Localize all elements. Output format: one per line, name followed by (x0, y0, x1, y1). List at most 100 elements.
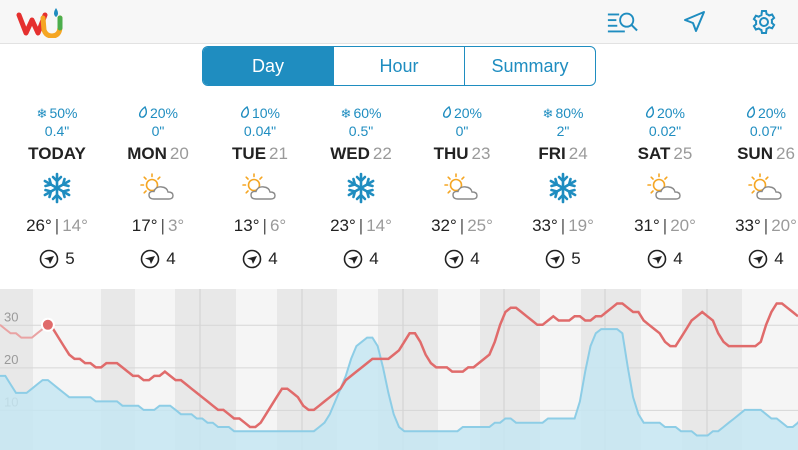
view-tabs: Day Hour Summary (202, 46, 596, 86)
tab-hour[interactable]: Hour (334, 47, 465, 85)
precip-chance: 20% (108, 104, 208, 122)
location-arrow-icon[interactable] (678, 8, 710, 36)
wind: 4 (210, 246, 310, 272)
day-number: 25 (673, 144, 693, 163)
day-number: 24 (568, 144, 588, 163)
precip-chance: ❄ 50% (7, 104, 107, 122)
day-name: SUN (737, 144, 773, 163)
high-temp: 33° (532, 216, 558, 235)
wind-direction-icon (444, 249, 464, 269)
forecast-chart: 302010 (0, 289, 798, 450)
day-label: WED 22 (311, 142, 411, 166)
day-label: SUN 26 (716, 142, 798, 166)
precip-percent: 80% (555, 105, 584, 121)
partly-cloudy-icon (210, 168, 310, 208)
snow-icon (513, 168, 613, 208)
partly-cloudy-icon (615, 168, 715, 208)
day-number: 21 (269, 144, 288, 163)
day-name: FRI (538, 144, 566, 163)
wind: 4 (108, 246, 208, 272)
partly-cloudy-icon (412, 168, 512, 208)
temp-separator: | (763, 216, 769, 235)
tab-summary[interactable]: Summary (491, 55, 569, 76)
precip-line (0, 328, 798, 437)
y-tick-label: 30 (4, 309, 18, 324)
high-temp: 13° (233, 216, 260, 235)
wind-speed: 5 (65, 249, 75, 268)
temp-separator: | (560, 216, 566, 235)
snow-icon (7, 168, 107, 208)
day-name: TUE (232, 144, 267, 163)
day-column[interactable]: 10% 0.04" TUE 21 13° | 6° 4 (210, 104, 310, 272)
wind: 4 (412, 246, 512, 272)
wind-speed: 4 (470, 249, 480, 268)
low-temp: 3° (167, 216, 185, 235)
temperature-range: 33° | 20° (716, 214, 798, 238)
day-number: 26 (775, 144, 795, 163)
wind-speed: 5 (571, 249, 581, 268)
wind-speed: 4 (673, 249, 683, 268)
raindrop-icon (645, 105, 655, 121)
precip-percent: 20% (656, 105, 686, 121)
wind-direction-icon (647, 249, 667, 269)
low-temp: 6° (269, 216, 287, 235)
low-temp: 20° (670, 216, 696, 235)
day-column[interactable]: ❄ 50% 0.4" TODAY 26° | 14° 5 (7, 104, 107, 272)
precip-percent: 50% (49, 105, 78, 121)
precip-percent: 20% (757, 105, 787, 121)
day-label: MON 20 (108, 142, 208, 166)
wind-direction-icon (140, 249, 160, 269)
low-temp: 25° (467, 216, 493, 235)
high-temp: 32° (431, 216, 457, 235)
wind: 4 (311, 246, 411, 272)
day-name: SAT (637, 144, 671, 163)
current-time-marker[interactable] (40, 317, 55, 332)
y-tick-label: 20 (4, 352, 18, 367)
day-column[interactable]: 20% 0.07" SUN 26 33° | 20° 4 (716, 104, 798, 272)
day-column[interactable]: ❄ 80% 2" FRI 24 33° | 19° 5 (513, 104, 613, 272)
precip-chance: 10% (210, 104, 310, 122)
precip-amount: 0" (455, 123, 469, 139)
tab-day[interactable]: Day (203, 47, 334, 85)
day-column[interactable]: 20% 0.02" SAT 25 31° | 20° 4 (615, 104, 715, 272)
wind-direction-icon (343, 249, 363, 269)
temperature-range: 26° | 14° (7, 214, 107, 238)
wind: 5 (7, 246, 107, 272)
wind-speed: 4 (369, 249, 379, 268)
wind-direction-icon (545, 249, 565, 269)
day-name: TODAY (28, 144, 86, 163)
precip-chance: 20% (412, 104, 512, 122)
day-label: FRI 24 (513, 142, 613, 166)
precip-chance: ❄ 80% (513, 104, 613, 122)
precip-amount: 0.02" (648, 123, 682, 139)
high-temp: 33° (735, 216, 761, 235)
day-label: TUE 21 (210, 142, 310, 166)
day-column[interactable]: ❄ 60% 0.5" WED 22 23° | 14° 4 (311, 104, 411, 272)
daily-forecast: ❄ 50% 0.4" TODAY 26° | 14° 5 20% 0" MON 20 17° | 3° 4 10… (0, 104, 798, 274)
precip-percent: 60% (353, 105, 382, 121)
day-label: TODAY (7, 142, 107, 166)
day-name: MON (127, 144, 167, 163)
low-temp: 14° (62, 216, 88, 235)
precip-amount: 0" (151, 123, 165, 139)
day-label: THU 23 (412, 142, 512, 166)
day-column[interactable]: 20% 0" THU 23 32° | 25° 4 (412, 104, 512, 272)
temperature-range: 17° | 3° (108, 214, 208, 238)
gear-icon[interactable] (748, 8, 780, 36)
temperature-line (47, 302, 798, 429)
wind: 4 (615, 246, 715, 272)
wind-speed: 4 (774, 249, 784, 268)
temperature-range: 23° | 14° (311, 214, 411, 238)
day-column[interactable]: 20% 0" MON 20 17° | 3° 4 (108, 104, 208, 272)
day-name: WED (330, 144, 370, 163)
precip-amount: 0.4" (44, 123, 70, 139)
partly-cloudy-icon (716, 168, 798, 208)
wu-logo[interactable] (16, 6, 68, 38)
snowflake-icon: ❄ (340, 106, 352, 121)
snowflake-icon: ❄ (542, 106, 554, 121)
high-temp: 23° (330, 216, 356, 235)
temperature-range: 31° | 20° (615, 214, 715, 238)
temp-separator: | (358, 216, 364, 235)
temperature-range: 13° | 6° (210, 214, 310, 238)
search-list-icon[interactable] (606, 8, 638, 36)
